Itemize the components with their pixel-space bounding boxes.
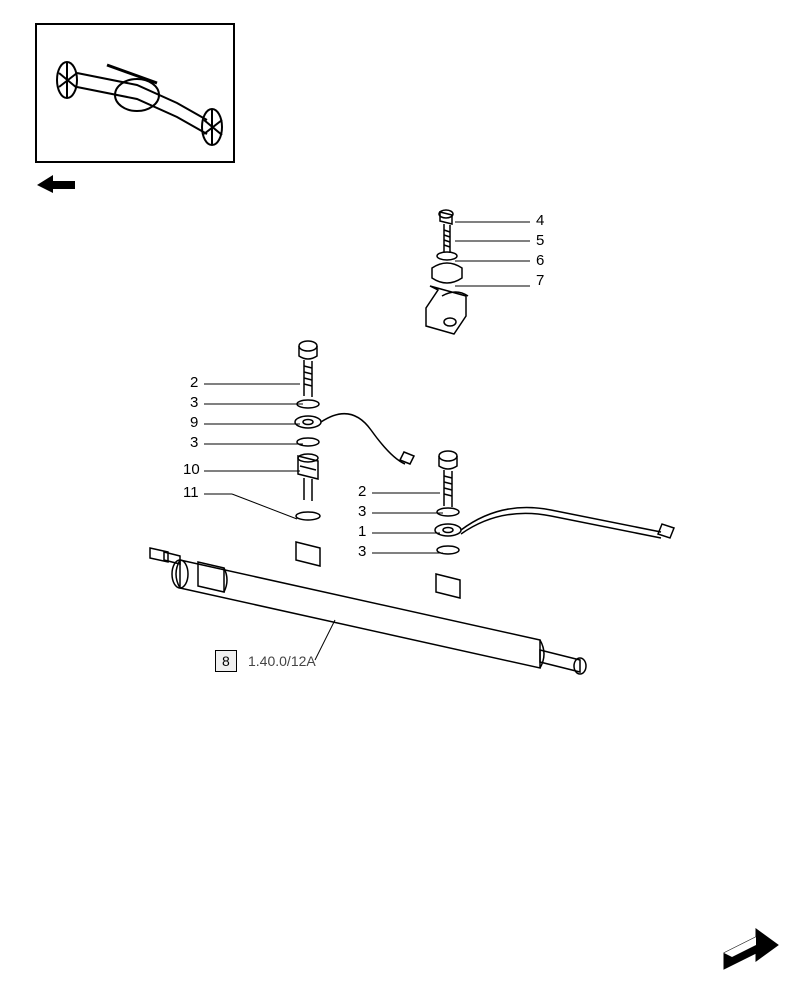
callout-10: 10	[183, 461, 200, 478]
callout-3-left1: 3	[190, 394, 198, 411]
callout-2-mid: 2	[358, 483, 366, 500]
callout-8-box: 8	[215, 650, 237, 672]
diagram-page: 4 5 6 7 2 3 9 3 10 11 2 3 1 3 8 1.40.0/1…	[0, 0, 808, 1000]
callout-1: 1	[358, 523, 366, 540]
upper-fastener-group	[426, 210, 468, 334]
callout-4: 4	[536, 212, 544, 229]
callout-9: 9	[190, 414, 198, 431]
mid-banjo-group	[435, 451, 674, 554]
callout-5: 5	[536, 232, 544, 249]
cylinder-crossref: 1.40.0/12A	[248, 653, 316, 669]
callout-3-left2: 3	[190, 434, 198, 451]
callout-3-mid2: 3	[358, 543, 366, 560]
page-nav-icon[interactable]	[720, 925, 780, 975]
callout-6: 6	[536, 252, 544, 269]
callout-3-mid1: 3	[358, 503, 366, 520]
main-diagram	[0, 0, 808, 1000]
callout-11: 11	[183, 484, 199, 501]
callout-7: 7	[536, 272, 544, 289]
callout-2-left: 2	[190, 374, 198, 391]
